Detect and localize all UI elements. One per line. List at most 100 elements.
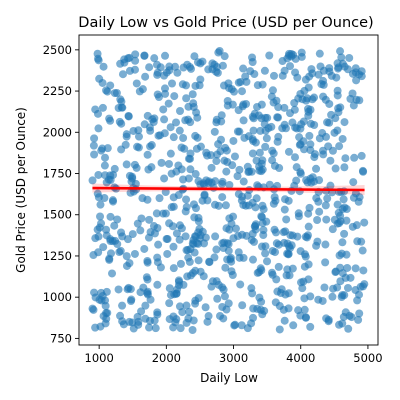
data-point (326, 156, 335, 165)
data-point (236, 280, 245, 289)
data-point (306, 119, 315, 128)
data-point (138, 85, 147, 94)
data-point (143, 275, 152, 284)
data-point (196, 231, 205, 240)
data-point (260, 66, 269, 75)
data-point (155, 194, 164, 203)
data-point (255, 148, 264, 157)
data-point (218, 61, 227, 70)
data-point (175, 126, 184, 135)
data-point (336, 47, 345, 56)
data-point (350, 153, 359, 162)
data-point (188, 90, 197, 99)
data-point (178, 308, 187, 317)
data-point (306, 146, 315, 155)
data-point (238, 87, 246, 96)
regression-line (92, 186, 365, 192)
data-point (213, 294, 222, 303)
data-point (340, 62, 349, 71)
data-point (126, 285, 135, 294)
data-point (322, 215, 331, 224)
data-point (90, 150, 99, 159)
data-point (287, 241, 296, 250)
data-point (280, 103, 289, 112)
data-point (335, 142, 344, 151)
data-point (167, 169, 176, 178)
data-point (195, 224, 204, 233)
data-point (96, 212, 105, 221)
data-point (102, 309, 111, 318)
data-point (153, 310, 162, 319)
data-point (285, 109, 294, 118)
data-point (153, 280, 162, 289)
data-point (157, 158, 166, 167)
data-point (196, 75, 205, 84)
data-point (297, 52, 306, 61)
data-point (334, 64, 343, 73)
data-point (337, 53, 346, 62)
data-point (116, 311, 125, 320)
data-point (191, 266, 200, 275)
y-tick-label: 1500 (43, 208, 72, 222)
data-point (166, 149, 175, 158)
data-point (169, 264, 178, 273)
data-point (91, 323, 100, 332)
data-point (147, 163, 156, 172)
data-point (192, 239, 201, 248)
data-point (108, 269, 117, 278)
data-point (314, 70, 323, 79)
x-axis-ticks: 1000 2000 3000 4000 5000 (85, 345, 383, 365)
data-point (160, 174, 169, 183)
data-point (355, 290, 364, 299)
data-point (299, 137, 308, 146)
data-point (243, 324, 252, 333)
data-point (141, 314, 150, 323)
data-point (323, 194, 332, 203)
data-point (181, 232, 190, 241)
data-point (99, 243, 108, 252)
data-point (261, 242, 270, 251)
data-point (191, 296, 200, 305)
data-point (249, 126, 258, 135)
data-point (137, 307, 146, 316)
data-point (257, 213, 266, 222)
data-point (247, 167, 256, 176)
data-point (240, 133, 249, 142)
data-point (270, 161, 279, 170)
data-point (258, 201, 267, 210)
data-point (306, 140, 315, 149)
y-tick-label: 1250 (43, 249, 72, 263)
data-point (336, 217, 345, 226)
data-point (333, 200, 342, 209)
data-point (230, 321, 239, 330)
data-point (163, 249, 172, 258)
data-point (248, 58, 257, 66)
data-point (291, 123, 300, 132)
data-point (280, 66, 289, 75)
data-point (140, 120, 149, 129)
data-point (336, 103, 345, 112)
data-point (125, 53, 134, 62)
data-point (229, 136, 238, 145)
data-point (325, 67, 334, 76)
data-point (357, 151, 366, 160)
data-point (169, 242, 178, 251)
data-point (150, 54, 159, 63)
data-point (93, 189, 102, 198)
data-point (300, 145, 309, 154)
data-point (292, 163, 301, 172)
data-point (267, 268, 276, 277)
data-point (289, 50, 298, 59)
data-point (224, 79, 233, 88)
data-point (125, 259, 134, 268)
data-point (340, 163, 349, 172)
data-point (179, 280, 188, 289)
data-point (205, 257, 214, 266)
data-point (176, 259, 185, 268)
y-tick-label: 2500 (43, 43, 72, 57)
data-point (141, 301, 150, 310)
data-point (207, 163, 216, 172)
data-point (94, 232, 103, 241)
data-point (141, 72, 150, 81)
data-point (297, 278, 306, 287)
